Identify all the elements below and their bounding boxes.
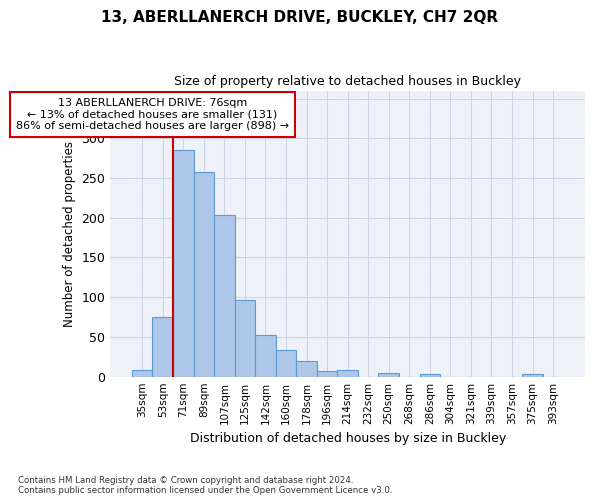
Bar — [379, 372, 399, 376]
Bar — [317, 371, 337, 376]
Bar — [235, 300, 255, 376]
Text: 13 ABERLLANERCH DRIVE: 76sqm
← 13% of detached houses are smaller (131)
86% of s: 13 ABERLLANERCH DRIVE: 76sqm ← 13% of de… — [16, 98, 289, 131]
Bar — [214, 216, 235, 376]
X-axis label: Distribution of detached houses by size in Buckley: Distribution of detached houses by size … — [190, 432, 506, 445]
Bar — [296, 361, 317, 376]
Bar — [255, 334, 276, 376]
Bar — [173, 150, 194, 376]
Bar — [132, 370, 152, 376]
Bar — [337, 370, 358, 376]
Text: Contains HM Land Registry data © Crown copyright and database right 2024.
Contai: Contains HM Land Registry data © Crown c… — [18, 476, 392, 495]
Title: Size of property relative to detached houses in Buckley: Size of property relative to detached ho… — [174, 75, 521, 88]
Bar — [152, 317, 173, 376]
Bar — [419, 374, 440, 376]
Bar — [276, 350, 296, 376]
Bar — [194, 172, 214, 376]
Text: 13, ABERLLANERCH DRIVE, BUCKLEY, CH7 2QR: 13, ABERLLANERCH DRIVE, BUCKLEY, CH7 2QR — [101, 10, 499, 25]
Y-axis label: Number of detached properties: Number of detached properties — [63, 140, 76, 326]
Bar — [523, 374, 543, 376]
